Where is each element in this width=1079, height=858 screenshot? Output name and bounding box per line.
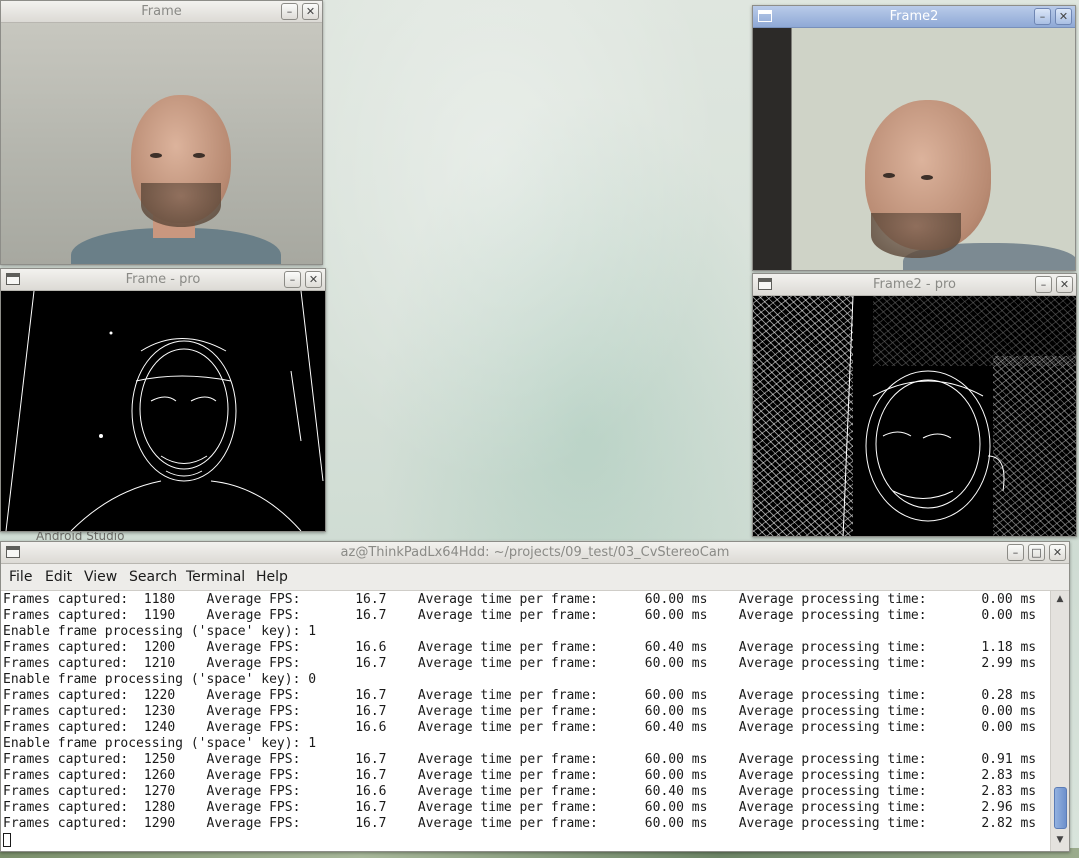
close-button[interactable]: ✕ bbox=[1049, 544, 1066, 561]
terminal-scrollbar[interactable]: ▲ ▼ bbox=[1050, 591, 1069, 851]
terminal-cursor bbox=[3, 833, 11, 847]
scroll-down-icon[interactable]: ▼ bbox=[1056, 835, 1064, 845]
terminal-line: Enable frame processing ('space' key): 1 bbox=[3, 624, 317, 639]
window-menu-icon[interactable] bbox=[6, 273, 20, 285]
frame-window[interactable]: Frame – ✕ bbox=[0, 0, 323, 265]
desktop-peek-label: Android Studio bbox=[36, 529, 125, 543]
frame-pro-window[interactable]: Frame - pro – ✕ bbox=[0, 268, 326, 532]
frame2-pro-window[interactable]: Frame2 - pro – ✕ bbox=[752, 273, 1077, 537]
close-button[interactable]: ✕ bbox=[302, 3, 319, 20]
terminal-line: Frames captured: 1280 Average FPS: 16.7 … bbox=[3, 800, 1037, 815]
terminal-title: az@ThinkPadLx64Hdd: ~/projects/09_test/0… bbox=[340, 545, 730, 560]
terminal-menubar: File Edit View Search Terminal Help bbox=[1, 564, 1069, 591]
terminal-line: Frames captured: 1200 Average FPS: 16.6 … bbox=[3, 640, 1037, 655]
edge-outline-graphic bbox=[5, 291, 324, 531]
frame-pro-title: Frame - pro bbox=[125, 272, 201, 287]
frame-title: Frame bbox=[141, 4, 182, 19]
scrollbar-thumb[interactable] bbox=[1054, 787, 1067, 829]
frame-pro-edge-view bbox=[1, 291, 325, 531]
terminal-titlebar[interactable]: az@ThinkPadLx64Hdd: ~/projects/09_test/0… bbox=[1, 542, 1069, 564]
frame-titlebar[interactable]: Frame – ✕ bbox=[1, 1, 322, 23]
menu-file[interactable]: File bbox=[9, 569, 33, 585]
terminal-icon[interactable] bbox=[6, 546, 20, 558]
terminal-window[interactable]: az@ThinkPadLx64Hdd: ~/projects/09_test/0… bbox=[0, 541, 1070, 852]
frame2-pro-title: Frame2 - pro bbox=[873, 277, 956, 292]
close-button[interactable]: ✕ bbox=[1055, 8, 1072, 25]
terminal-line: Frames captured: 1250 Average FPS: 16.7 … bbox=[3, 752, 1037, 767]
minimize-button[interactable]: – bbox=[1007, 544, 1024, 561]
menu-edit[interactable]: Edit bbox=[45, 569, 73, 585]
close-button[interactable]: ✕ bbox=[1056, 276, 1073, 293]
terminal-line: Frames captured: 1270 Average FPS: 16.6 … bbox=[3, 784, 1037, 799]
menu-terminal[interactable]: Terminal bbox=[186, 569, 246, 585]
terminal-line: Frames captured: 1230 Average FPS: 16.7 … bbox=[3, 704, 1037, 719]
menu-view[interactable]: View bbox=[84, 569, 118, 585]
frame2-titlebar[interactable]: Frame2 – ✕ bbox=[753, 6, 1075, 28]
terminal-line: Enable frame processing ('space' key): 0 bbox=[3, 672, 317, 687]
frame-camera-view bbox=[1, 23, 322, 264]
menu-help[interactable]: Help bbox=[256, 569, 288, 585]
terminal-line: Frames captured: 1260 Average FPS: 16.7 … bbox=[3, 768, 1037, 783]
terminal-line: Enable frame processing ('space' key): 1 bbox=[3, 736, 317, 751]
frame2-camera-view bbox=[753, 28, 1075, 270]
minimize-button[interactable]: – bbox=[1034, 8, 1051, 25]
maximize-button[interactable]: □ bbox=[1028, 544, 1045, 561]
window-menu-icon[interactable] bbox=[758, 10, 772, 22]
terminal-line: Frames captured: 1290 Average FPS: 16.7 … bbox=[3, 816, 1037, 831]
scroll-up-icon[interactable]: ▲ bbox=[1056, 594, 1064, 604]
frame2-title: Frame2 bbox=[889, 9, 939, 24]
terminal-line: Frames captured: 1190 Average FPS: 16.7 … bbox=[3, 608, 1037, 623]
frame2-pro-edge-view bbox=[753, 296, 1076, 536]
frame-pro-titlebar[interactable]: Frame - pro – ✕ bbox=[1, 269, 325, 291]
desktop-bottom-strip bbox=[0, 848, 1079, 858]
edge-outline-graphic bbox=[842, 296, 1005, 536]
terminal-line: Frames captured: 1220 Average FPS: 16.7 … bbox=[3, 688, 1037, 703]
close-button[interactable]: ✕ bbox=[305, 271, 322, 288]
menu-search[interactable]: Search bbox=[129, 569, 178, 585]
terminal-line: Frames captured: 1180 Average FPS: 16.7 … bbox=[3, 592, 1037, 607]
minimize-button[interactable]: – bbox=[281, 3, 298, 20]
minimize-button[interactable]: – bbox=[284, 271, 301, 288]
terminal-line: Frames captured: 1240 Average FPS: 16.6 … bbox=[3, 720, 1037, 735]
window-menu-icon[interactable] bbox=[758, 278, 772, 290]
terminal-output[interactable]: Frames captured: 1180 Average FPS: 16.7 … bbox=[1, 591, 1051, 851]
frame2-window[interactable]: Frame2 – ✕ bbox=[752, 5, 1076, 271]
frame2-pro-titlebar[interactable]: Frame2 - pro – ✕ bbox=[753, 274, 1076, 296]
terminal-line: Frames captured: 1210 Average FPS: 16.7 … bbox=[3, 656, 1037, 671]
desktop-wallpaper bbox=[320, 0, 760, 540]
minimize-button[interactable]: – bbox=[1035, 276, 1052, 293]
